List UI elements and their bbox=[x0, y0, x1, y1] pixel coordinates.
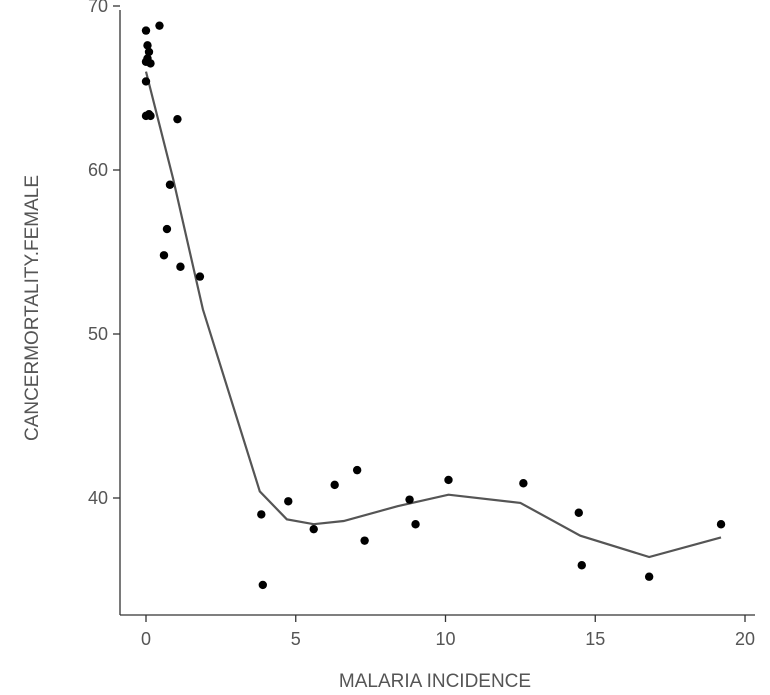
x-tick-label: 10 bbox=[435, 629, 455, 649]
data-point bbox=[284, 497, 293, 506]
data-point bbox=[173, 114, 182, 124]
data-points bbox=[141, 21, 726, 590]
data-point bbox=[258, 580, 268, 590]
x-axis-ticks: 0 5 10 15 20 bbox=[141, 615, 755, 649]
data-point bbox=[360, 536, 369, 545]
data-point bbox=[411, 520, 420, 529]
axes bbox=[119, 10, 755, 616]
data-point bbox=[309, 524, 318, 534]
fit-line bbox=[144, 71, 722, 559]
data-point bbox=[165, 180, 175, 189]
y-axis-ticks: 40 50 60 70 bbox=[88, 0, 120, 508]
data-point bbox=[405, 495, 414, 504]
y-tick-label: 60 bbox=[88, 160, 108, 180]
data-point bbox=[159, 251, 169, 260]
data-point bbox=[330, 480, 339, 490]
data-point bbox=[144, 47, 154, 57]
data-point bbox=[352, 465, 362, 475]
x-tick-label: 20 bbox=[735, 629, 755, 649]
data-point bbox=[155, 21, 164, 30]
data-point bbox=[716, 520, 726, 529]
y-tick-label: 40 bbox=[88, 488, 108, 508]
x-axis-title: MALARIA INCIDENCE bbox=[339, 671, 531, 692]
data-point bbox=[644, 572, 654, 581]
x-tick-label: 15 bbox=[585, 629, 605, 649]
data-point bbox=[141, 26, 151, 35]
data-point bbox=[141, 77, 151, 86]
y-tick-label: 50 bbox=[88, 324, 108, 344]
data-point bbox=[519, 479, 528, 488]
x-tick-label: 0 bbox=[141, 629, 151, 649]
data-point bbox=[577, 561, 586, 570]
data-point bbox=[176, 262, 185, 271]
data-point bbox=[574, 508, 583, 517]
data-point bbox=[162, 224, 172, 234]
data-point bbox=[444, 475, 453, 485]
data-point bbox=[146, 111, 155, 121]
data-point bbox=[143, 41, 152, 50]
y-tick-label: 70 bbox=[88, 0, 108, 16]
x-tick-label: 5 bbox=[291, 629, 301, 649]
y-axis-title: CANCERMORTALITY.FEMALE bbox=[22, 175, 43, 441]
data-point bbox=[195, 272, 205, 281]
data-point bbox=[146, 59, 155, 68]
data-point bbox=[257, 510, 266, 519]
